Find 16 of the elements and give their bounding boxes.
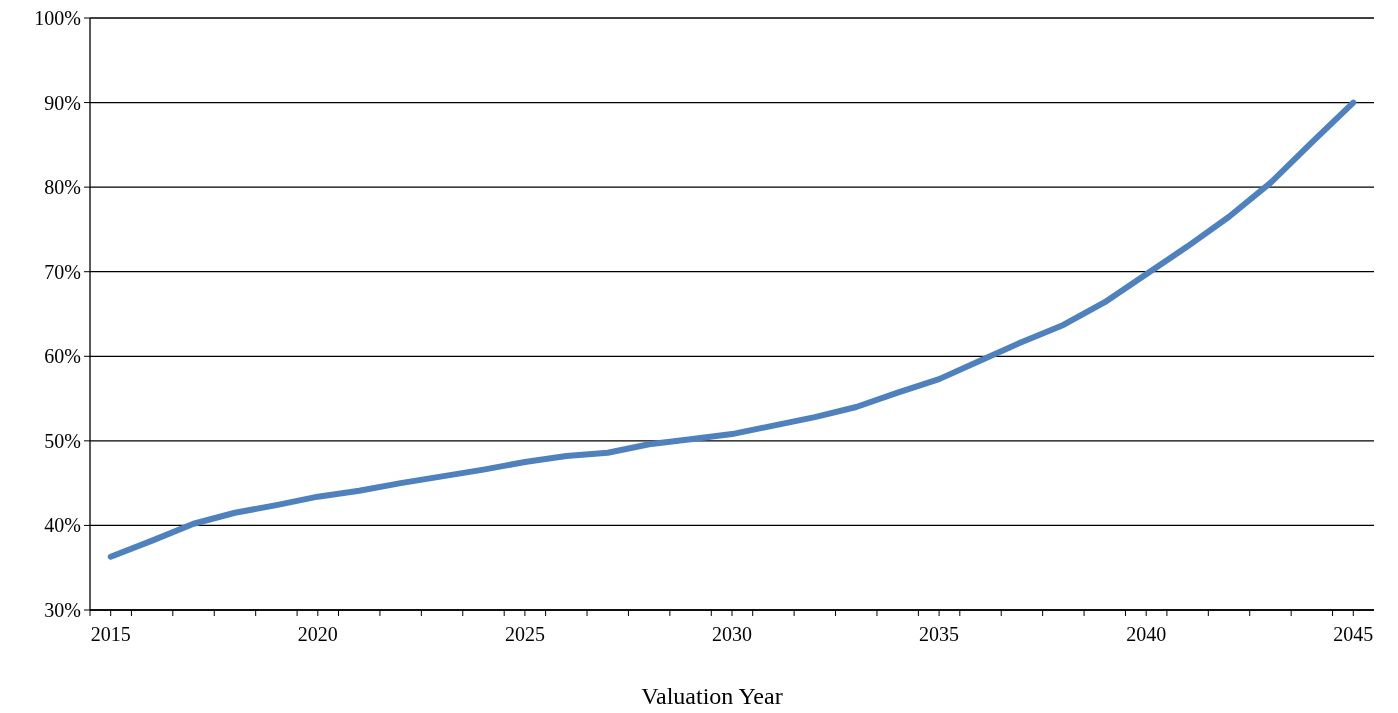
x-tick-label: 2040 (1126, 623, 1167, 645)
y-tick-label: 100% (34, 7, 81, 29)
y-tick-label: 30% (44, 599, 81, 621)
x-tick-label: 2025 (504, 623, 545, 645)
y-tick-label: 70% (44, 260, 81, 283)
x-tick-label: 2015 (90, 623, 131, 645)
y-tick-label: 40% (44, 514, 81, 537)
x-tick-label: 2020 (297, 623, 338, 645)
y-tick-label: 60% (44, 345, 81, 368)
x-axis-title: Valuation Year (641, 683, 783, 709)
y-tick-label: 90% (44, 91, 81, 114)
y-tick-label: 80% (44, 176, 81, 199)
y-tick-label: 50% (44, 429, 81, 452)
x-tick-label: 2035 (919, 623, 960, 645)
x-tick-label: 2045 (1333, 623, 1374, 645)
x-tick-label: 2030 (712, 623, 752, 645)
